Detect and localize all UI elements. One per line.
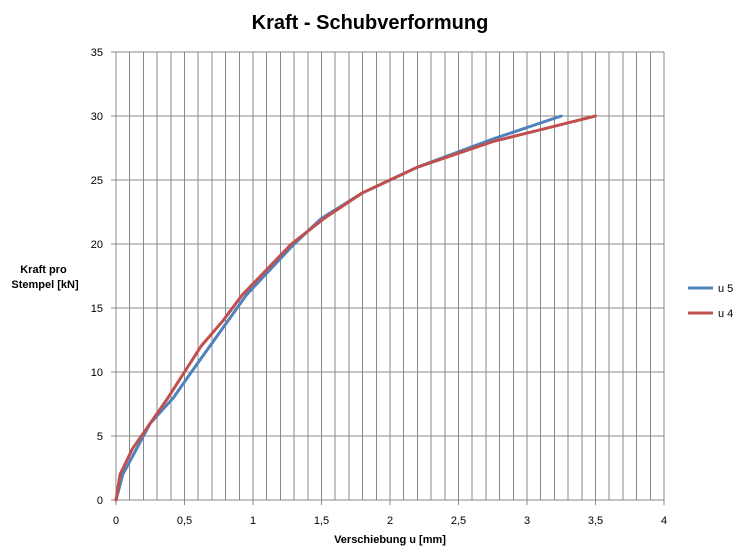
y-tick-label: 5 <box>97 431 103 443</box>
chart-title: Kraft - Schubverformung <box>252 12 489 34</box>
legend-label: u 5 <box>718 283 733 295</box>
y-axis-label: Kraft pro Stempel [kN] <box>11 264 79 291</box>
x-tick-label: 0 <box>113 515 119 527</box>
x-tick-label: 3 <box>524 515 530 527</box>
x-tick-label: 0,5 <box>177 515 192 527</box>
y-axis-label-line-1: Kraft pro <box>20 264 67 276</box>
legend-label: u 4 <box>718 308 733 320</box>
y-tick-label: 0 <box>97 495 103 507</box>
y-tick-label: 20 <box>91 239 103 251</box>
series-lines <box>114 114 597 502</box>
grid <box>111 51 665 505</box>
y-axis-label-line-2: Stempel [kN] <box>11 279 79 291</box>
x-tick-label: 1 <box>250 515 256 527</box>
y-tick-label: 35 <box>91 47 103 59</box>
x-tick-label: 2,5 <box>451 515 466 527</box>
y-tick-label: 10 <box>91 367 103 379</box>
series-line-u-4 <box>114 114 597 502</box>
legend: u 5 u 4 <box>688 283 733 320</box>
x-tick-label: 2 <box>387 515 393 527</box>
x-axis-label: Verschiebung u [mm] <box>334 534 446 546</box>
y-tick-label: 25 <box>91 175 103 187</box>
y-tick-label: 15 <box>91 303 103 315</box>
y-tick-label: 30 <box>91 111 103 123</box>
x-tick-label: 1,5 <box>314 515 329 527</box>
tick-labels: 0 0,5 1 1,5 2 2,5 3 3,5 4 0 5 10 15 20 25 30 35 <box>91 47 667 527</box>
x-tick-label: 3,5 <box>588 515 603 527</box>
x-tick-label: 4 <box>661 515 667 527</box>
